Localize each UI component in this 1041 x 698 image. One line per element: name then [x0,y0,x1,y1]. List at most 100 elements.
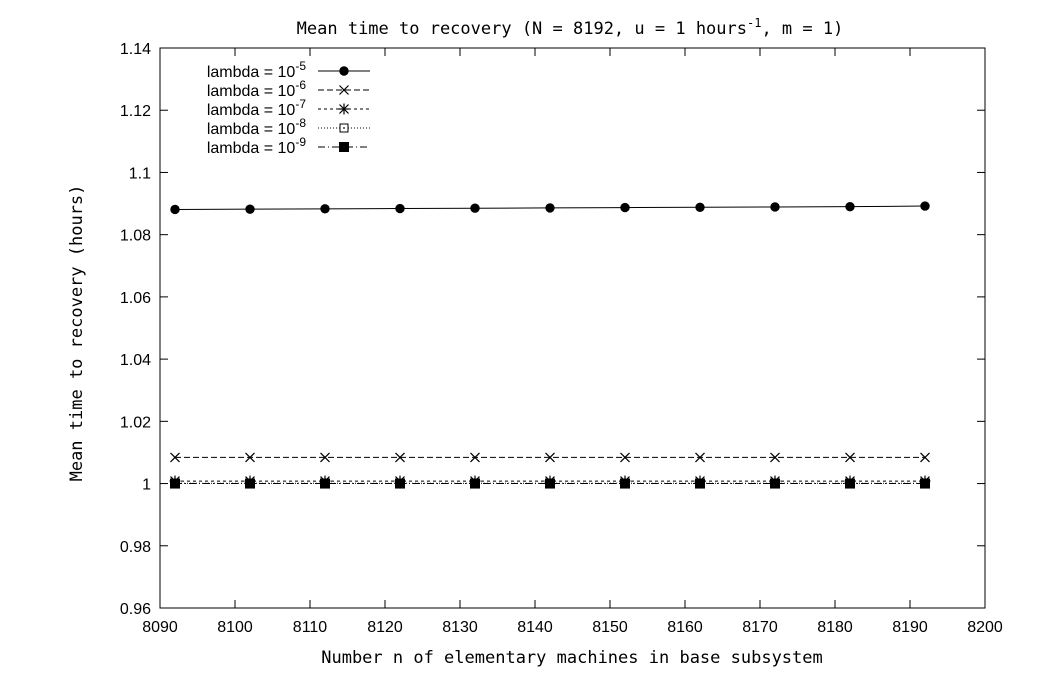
data-point-cross [770,452,780,463]
data-point-circle [845,201,855,212]
y-tick-label: 1.08 [120,228,151,245]
marker-stroke [320,452,330,463]
data-point-cross [320,452,330,463]
y-tick-label: 0.96 [120,601,151,618]
marker-dot [343,127,345,129]
data-point-cross [545,452,555,463]
data-point-circle [339,66,349,76]
data-point-square [339,142,349,152]
x-tick-label: 8090 [142,619,178,636]
y-tick-label: 1.12 [120,103,151,120]
data-point-cross [620,452,630,463]
marker-stroke [245,452,255,463]
x-axis-label: Number n of elementary machines in base … [321,648,823,668]
data-point-square [845,478,855,489]
data-point-square [920,478,930,489]
y-tick-label: 1.14 [120,41,151,58]
legend-label-exp: -9 [295,135,306,149]
series-neg5 [170,201,930,215]
marker-stroke [545,452,555,463]
data-point-circle [470,203,480,213]
legend-label-text: lambda = 10 [207,121,296,138]
legend-label: lambda = 10-6 [207,78,307,100]
data-point-square [770,478,780,489]
chart-title-suffix: , m = 1) [761,19,843,39]
y-tick-label: 1.04 [120,352,151,369]
data-point-square [395,478,405,489]
legend-label-exp: -5 [295,59,306,73]
legend-label-text: lambda = 10 [207,64,296,81]
marker-stroke [920,452,930,463]
y-tick-label: 1.1 [129,165,151,182]
data-point-square [545,478,555,489]
x-tick-label: 8200 [967,619,1003,636]
data-point-cross [845,452,855,463]
data-point-square [470,478,480,489]
legend-label-text: lambda = 10 [207,102,296,119]
marker-stroke [339,85,349,95]
series-neg6 [170,452,930,463]
data-point-circle [695,202,705,212]
data-point-square [320,478,330,489]
x-tick-label: 8170 [742,619,778,636]
data-point-circle [920,201,930,211]
x-tick-label: 8100 [217,619,253,636]
data-point-cross [339,85,349,95]
legend-label: lambda = 10-7 [207,97,307,119]
x-tick-label: 8150 [592,619,628,636]
data-point-cross [170,452,180,463]
data-point-cross [395,452,405,463]
marker-stroke [695,452,705,463]
x-tick-label: 8140 [517,619,553,636]
data-point-open-square [339,123,349,133]
plot-area: 8090 8100 8110 8120 8130 8140 8150 8160 8170 8180… [120,41,1003,636]
data-point-square [620,478,630,489]
data-point-cross [695,452,705,463]
y-tick-label: 0.98 [120,539,151,556]
chart-title-prefix: Mean time to recovery (N = 8192, u = 1 h… [297,19,747,39]
legend-label-exp: -7 [295,97,306,111]
data-point-asterisk [338,103,350,115]
x-tick-label: 8160 [667,619,703,636]
chart-title-sup: -1 [747,16,761,30]
legend-label-exp: -8 [295,116,306,130]
marker-stroke [170,452,180,463]
data-point-square [170,478,180,489]
data-point-circle [770,202,780,212]
data-point-square [245,478,255,489]
data-point-circle [395,203,405,214]
data-point-circle [320,204,330,214]
y-tick-label: 1.02 [120,414,151,431]
data-point-circle [620,202,630,213]
legend-label-text: lambda = 10 [207,83,296,100]
marker-stroke [770,452,780,463]
legend-label: lambda = 10-8 [207,116,307,138]
plot-frame [159,47,986,609]
data-point-circle [245,204,255,214]
series-neg9 [170,478,930,489]
marker-stroke [845,452,855,463]
marker-stroke [395,452,405,463]
legend-label-text: lambda = 10 [207,140,296,157]
data-point-cross [245,452,255,463]
data-point-circle [170,204,180,215]
y-tick-label: 1 [142,477,151,494]
x-tick-label: 8120 [367,619,403,636]
legend-label-exp: -6 [295,78,306,92]
x-tick-label: 8110 [293,619,328,636]
x-tick-label: 8190 [892,619,928,636]
legend-label: lambda = 10-5 [207,59,307,81]
marker-stroke [620,452,630,463]
data-point-cross [470,452,480,463]
y-tick-label: 1.06 [120,290,151,307]
y-axis-label: Mean time to recovery (hours) [67,185,87,482]
data-point-square [695,478,705,489]
x-tick-label: 8180 [817,619,853,636]
data-point-cross [920,452,930,463]
x-tick-label: 8130 [442,619,478,636]
marker-stroke [470,452,480,463]
legend-label: lambda = 10-9 [207,135,307,157]
chart-title: Mean time to recovery (N = 8192, u = 1 h… [297,16,844,39]
